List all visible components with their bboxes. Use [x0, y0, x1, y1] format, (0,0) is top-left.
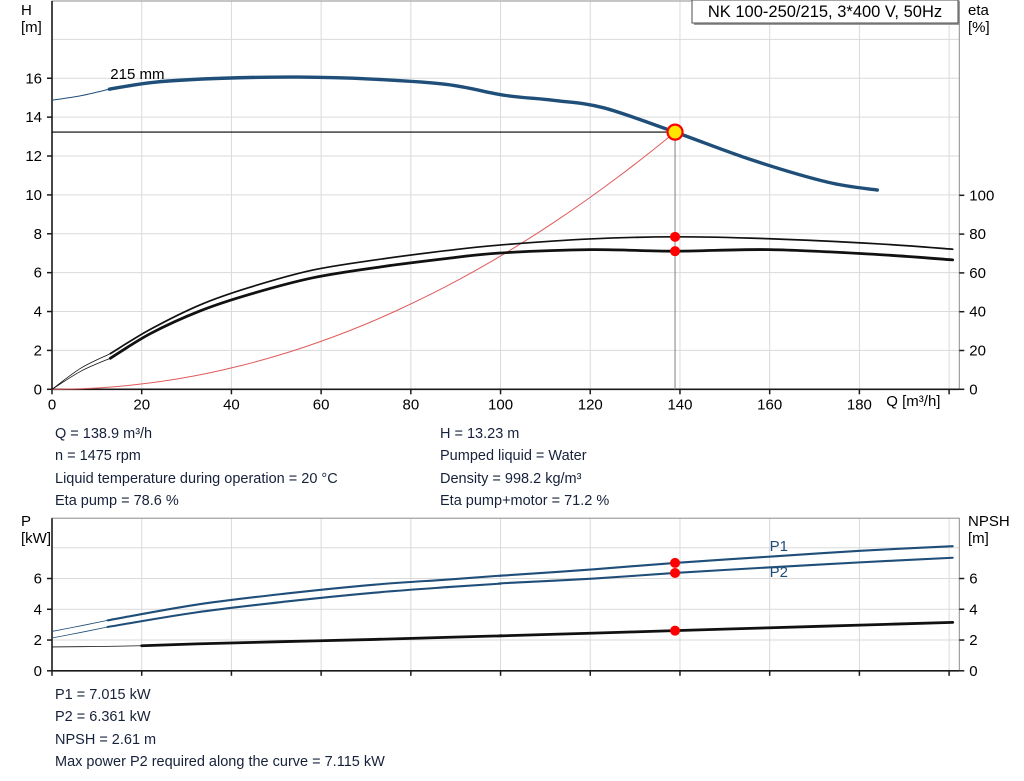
svg-text:4: 4 [969, 601, 977, 618]
svg-text:2: 2 [34, 342, 42, 359]
svg-text:0: 0 [969, 663, 977, 680]
svg-text:4: 4 [34, 601, 42, 618]
svg-text:180: 180 [847, 396, 872, 413]
svg-text:100: 100 [488, 396, 513, 413]
svg-text:P2: P2 [770, 564, 788, 581]
svg-text:160: 160 [757, 396, 782, 413]
svg-text:2: 2 [969, 632, 977, 649]
svg-text:10: 10 [25, 187, 42, 204]
svg-text:12: 12 [25, 148, 42, 165]
svg-text:14: 14 [25, 109, 42, 126]
svg-text:8: 8 [34, 226, 42, 243]
svg-text:NK 100-250/215, 3*400 V, 50Hz: NK 100-250/215, 3*400 V, 50Hz [708, 3, 942, 21]
svg-text:6: 6 [34, 571, 42, 588]
svg-text:40: 40 [969, 304, 986, 321]
svg-text:P1: P1 [770, 538, 788, 555]
svg-text:16: 16 [25, 70, 42, 87]
svg-text:0: 0 [48, 396, 56, 413]
svg-text:80: 80 [969, 226, 986, 243]
svg-text:120: 120 [578, 396, 603, 413]
svg-text:100: 100 [969, 187, 994, 204]
svg-text:60: 60 [313, 396, 330, 413]
svg-text:80: 80 [402, 396, 419, 413]
svg-text:140: 140 [667, 396, 692, 413]
svg-text:215 mm: 215 mm [110, 66, 164, 83]
svg-text:0: 0 [969, 381, 977, 398]
svg-text:60: 60 [969, 265, 986, 282]
svg-text:20: 20 [133, 396, 150, 413]
svg-text:Q [m³/h]: Q [m³/h] [886, 393, 940, 410]
svg-text:4: 4 [34, 304, 42, 321]
svg-text:40: 40 [223, 396, 240, 413]
svg-text:6: 6 [969, 571, 977, 588]
svg-text:2: 2 [34, 632, 42, 649]
svg-text:20: 20 [969, 343, 986, 360]
svg-text:0: 0 [34, 663, 42, 680]
svg-text:6: 6 [34, 265, 42, 282]
svg-text:0: 0 [34, 381, 42, 398]
